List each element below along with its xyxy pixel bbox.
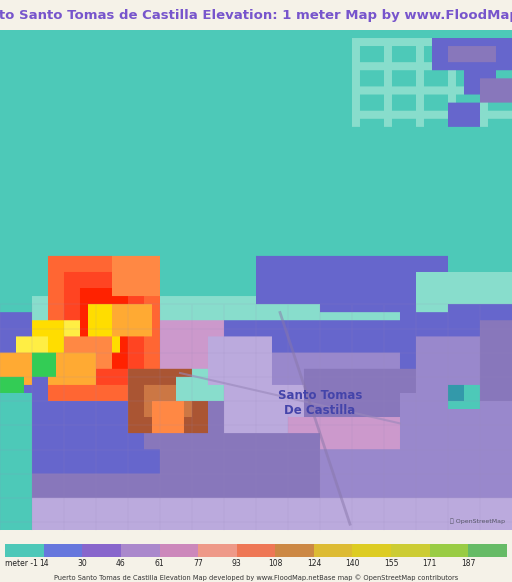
Text: 30: 30 bbox=[77, 559, 87, 568]
Bar bbox=[5, 544, 44, 557]
Bar bbox=[352, 544, 391, 557]
Text: 93: 93 bbox=[232, 559, 242, 568]
Bar bbox=[391, 544, 430, 557]
Text: 187: 187 bbox=[461, 559, 476, 568]
Text: 124: 124 bbox=[307, 559, 321, 568]
Bar bbox=[275, 544, 314, 557]
Text: 61: 61 bbox=[155, 559, 164, 568]
Bar bbox=[44, 544, 82, 557]
Text: 108: 108 bbox=[268, 559, 283, 568]
Bar bbox=[121, 544, 160, 557]
Bar bbox=[468, 544, 507, 557]
Text: 46: 46 bbox=[116, 559, 126, 568]
Text: meter -1: meter -1 bbox=[5, 559, 38, 568]
Text: Ⓜ OpenStreetMap: Ⓜ OpenStreetMap bbox=[450, 519, 505, 524]
Bar bbox=[198, 544, 237, 557]
Bar bbox=[237, 544, 275, 557]
Text: Puerto Santo Tomas de Castilla Elevation Map developed by www.FloodMap.netBase m: Puerto Santo Tomas de Castilla Elevation… bbox=[54, 574, 458, 581]
Text: 155: 155 bbox=[384, 559, 398, 568]
Text: 171: 171 bbox=[422, 559, 437, 568]
Bar bbox=[82, 544, 121, 557]
Text: 140: 140 bbox=[345, 559, 360, 568]
Text: Santo Tomas
De Castilla: Santo Tomas De Castilla bbox=[278, 389, 362, 417]
Text: 77: 77 bbox=[193, 559, 203, 568]
Bar bbox=[314, 544, 352, 557]
Bar bbox=[160, 544, 198, 557]
Bar bbox=[430, 544, 468, 557]
Text: Puerto Santo Tomas de Castilla Elevation: 1 meter Map by www.FloodMap.net: Puerto Santo Tomas de Castilla Elevation… bbox=[0, 9, 512, 22]
Text: 14: 14 bbox=[39, 559, 49, 568]
